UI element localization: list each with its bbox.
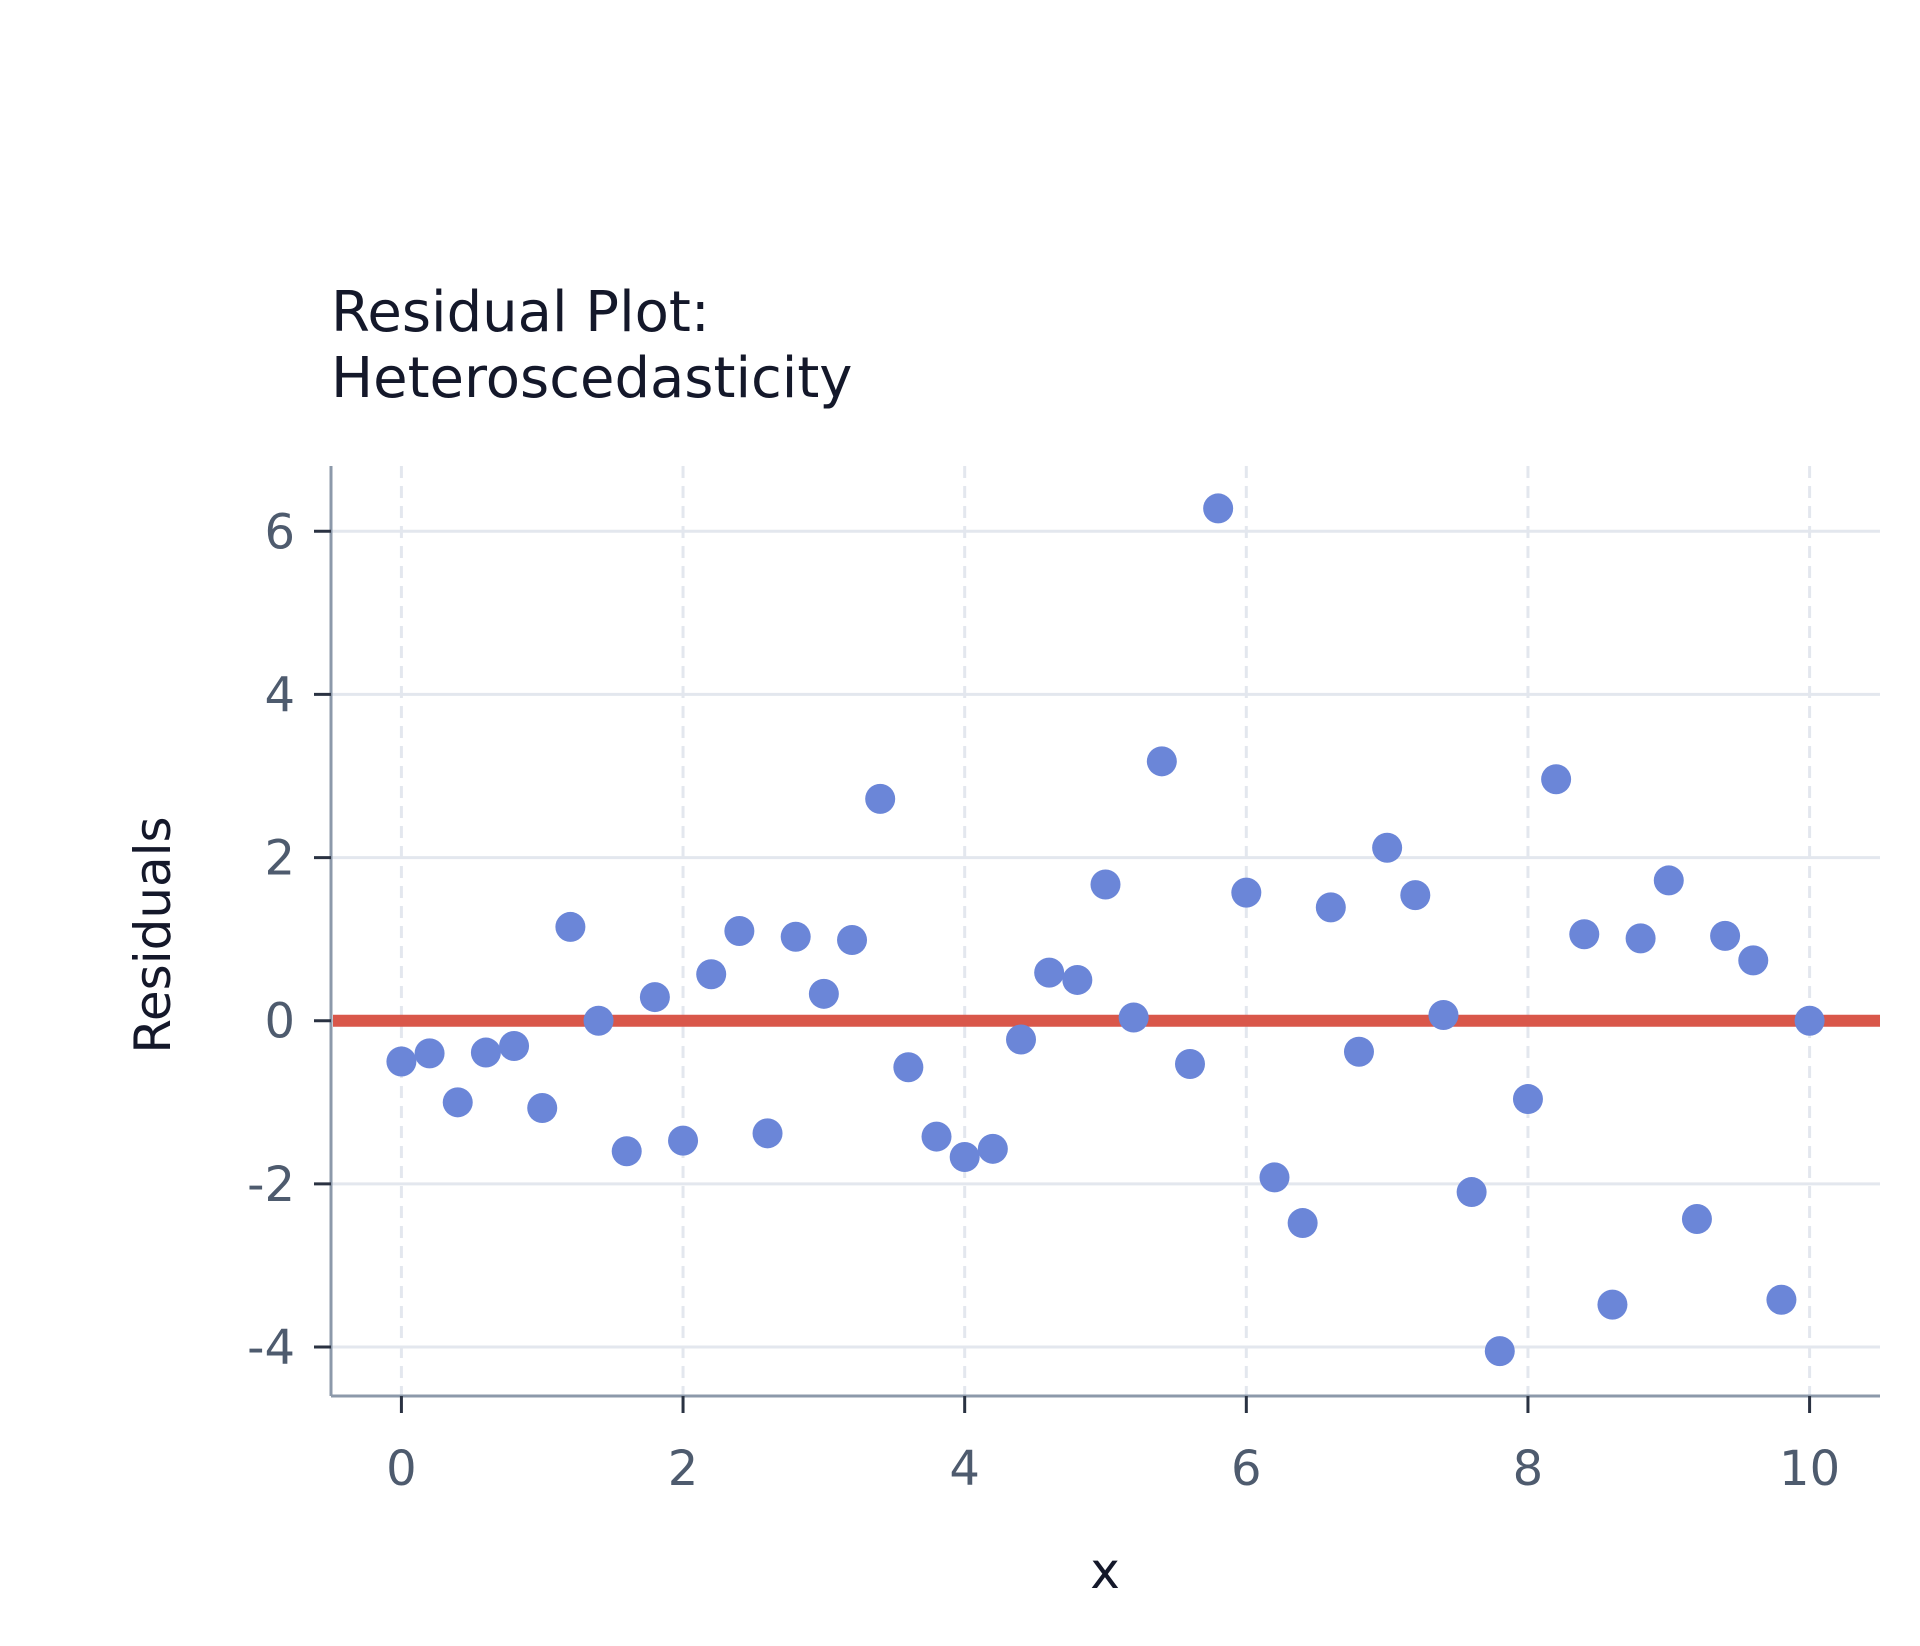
scatter-point: [1710, 920, 1741, 951]
scatter-point: [1231, 877, 1262, 908]
scatter-point: [1428, 1000, 1459, 1031]
chart-title-line-1: Residual Plot:: [331, 280, 710, 345]
scatter-point: [1512, 1084, 1543, 1115]
scatter-point: [1372, 832, 1403, 863]
scatter-point: [1062, 964, 1093, 995]
data-points: [386, 493, 1825, 1367]
chart-title-line-2: Heteroscedasticity: [331, 346, 853, 411]
scatter-point: [1484, 1336, 1515, 1367]
scatter-point: [1343, 1036, 1374, 1067]
scatter-point: [1541, 764, 1572, 795]
scatter-point: [1653, 865, 1684, 896]
scatter-point: [1090, 869, 1121, 900]
y-tick-label: 2: [264, 831, 295, 887]
scatter-point: [837, 924, 868, 955]
scatter-point: [921, 1121, 952, 1152]
scatter-point: [724, 916, 755, 946]
scatter-point: [1259, 1162, 1290, 1193]
scatter-point: [668, 1125, 699, 1156]
scatter-point: [414, 1038, 445, 1069]
y-axis-label: Residuals: [124, 816, 182, 1053]
scatter-point: [1766, 1284, 1797, 1315]
scatter-point: [1034, 957, 1065, 988]
x-tick-label: 0: [386, 1441, 417, 1497]
scatter-point: [696, 959, 727, 990]
scatter-point: [1738, 945, 1769, 976]
scatter-point: [499, 1031, 530, 1062]
scatter-point: [1569, 919, 1600, 950]
y-tick-label: 0: [264, 994, 295, 1050]
scatter-point: [1174, 1048, 1205, 1079]
y-tick-label: -2: [247, 1157, 295, 1213]
scatter-point: [527, 1093, 558, 1124]
scatter-point: [555, 911, 586, 942]
y-tick-label: 6: [264, 504, 295, 560]
scatter-point: [1203, 493, 1234, 524]
scatter-point: [977, 1133, 1008, 1164]
scatter-point: [386, 1046, 417, 1077]
scatter-point: [808, 978, 839, 1009]
scatter-point: [1681, 1203, 1712, 1234]
x-axis-label: x: [1090, 1542, 1120, 1600]
y-tick-label: -4: [247, 1320, 295, 1376]
scatter-point: [442, 1087, 473, 1118]
scatter-point: [752, 1118, 783, 1149]
scatter-point: [611, 1136, 642, 1167]
scatter-point: [583, 1005, 614, 1036]
y-tick-label: 4: [264, 667, 295, 723]
axes: [329, 466, 1880, 1398]
scatter-point: [893, 1052, 924, 1083]
scatter-point: [949, 1141, 980, 1172]
x-tick-label: 2: [668, 1441, 699, 1497]
scatter-point: [1625, 923, 1656, 954]
scatter-point: [1794, 1005, 1825, 1036]
scatter-point: [470, 1037, 501, 1068]
scatter-point: [1597, 1289, 1628, 1320]
x-tick-label: 10: [1779, 1441, 1840, 1497]
scatter-point: [780, 921, 811, 952]
scatter-point: [1006, 1024, 1037, 1055]
x-tick-label: 6: [1231, 1441, 1262, 1497]
scatter-point: [639, 982, 670, 1013]
scatter-point: [1456, 1177, 1487, 1208]
scatter-point: [1146, 746, 1177, 777]
scatter-point: [1118, 1002, 1149, 1033]
scatter-point: [1400, 880, 1431, 911]
x-tick-label: 8: [1513, 1441, 1544, 1497]
scatter-point: [1315, 892, 1346, 923]
x-tick-label: 4: [949, 1441, 980, 1497]
scatter-point: [865, 783, 896, 814]
scatter-point: [1287, 1208, 1318, 1239]
tick-marks-and-labels: -4 -2 0 2 4 6 0 2 4 6 8 10: [247, 504, 1840, 1497]
